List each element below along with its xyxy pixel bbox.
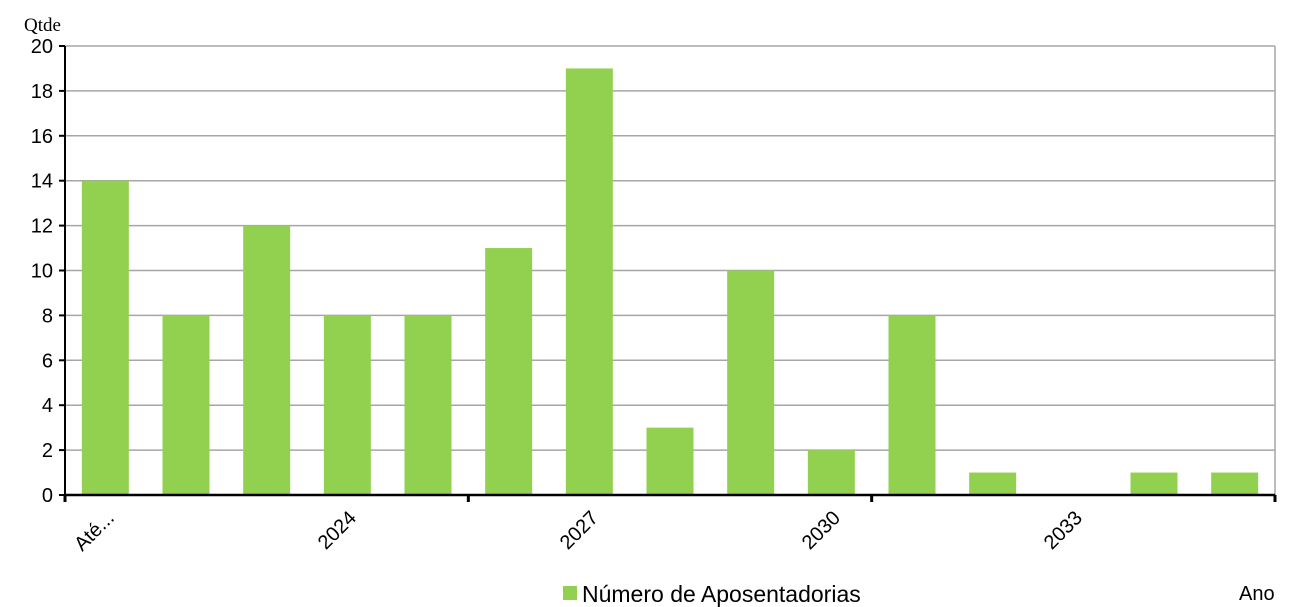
- y-tick-label: 14: [31, 171, 53, 193]
- bar-2032: [969, 472, 1017, 495]
- y-tick-label: 4: [42, 395, 53, 417]
- x-tick-label: 2027: [556, 507, 603, 554]
- bar-2029: [727, 270, 775, 495]
- bar-2023: [243, 225, 291, 495]
- y-tick-label: 6: [42, 350, 53, 372]
- bar-2035: [1211, 472, 1259, 495]
- bar-2025: [404, 315, 452, 495]
- x-tick-label: 2030: [798, 507, 845, 554]
- legend-label: Número de Aposentadorias: [582, 581, 861, 607]
- bar-2024: [323, 315, 371, 495]
- y-tick-label: 8: [42, 305, 53, 327]
- y-tick-label: 18: [31, 81, 53, 103]
- y-tick-labels: 0 2 4 6 8 10 12 14 16 18 20: [31, 36, 53, 507]
- x-tick-label: 2024: [314, 507, 361, 554]
- legend-swatch: [563, 586, 577, 600]
- x-tick-labels: Até... 2024 2027 2030 2033: [70, 507, 1087, 556]
- x-tick-label: 2033: [1040, 507, 1087, 554]
- y-tick-label: 20: [31, 36, 53, 58]
- y-tick-label: 0: [42, 485, 53, 507]
- y-tick-label: 16: [31, 126, 53, 148]
- bar-2022: [162, 315, 210, 495]
- y-axis-title: Qtde: [24, 15, 61, 36]
- x-axis-title: Ano: [1239, 583, 1275, 605]
- x-tick-label: Até...: [70, 507, 119, 556]
- y-tick-label: 12: [31, 216, 53, 238]
- bar-2030: [807, 450, 855, 495]
- bar-Até...: [81, 180, 129, 495]
- y-tick-label: 10: [31, 261, 53, 283]
- axes: [59, 45, 1277, 502]
- bar-2028: [646, 427, 694, 495]
- bar-2031: [888, 315, 936, 495]
- bar-2034: [1130, 472, 1178, 495]
- bar-2026: [485, 248, 533, 495]
- bars: [81, 68, 1259, 495]
- legend: Número de Aposentadorias: [563, 581, 861, 607]
- y-tick-label: 2: [42, 440, 53, 462]
- bar-2027: [565, 68, 613, 495]
